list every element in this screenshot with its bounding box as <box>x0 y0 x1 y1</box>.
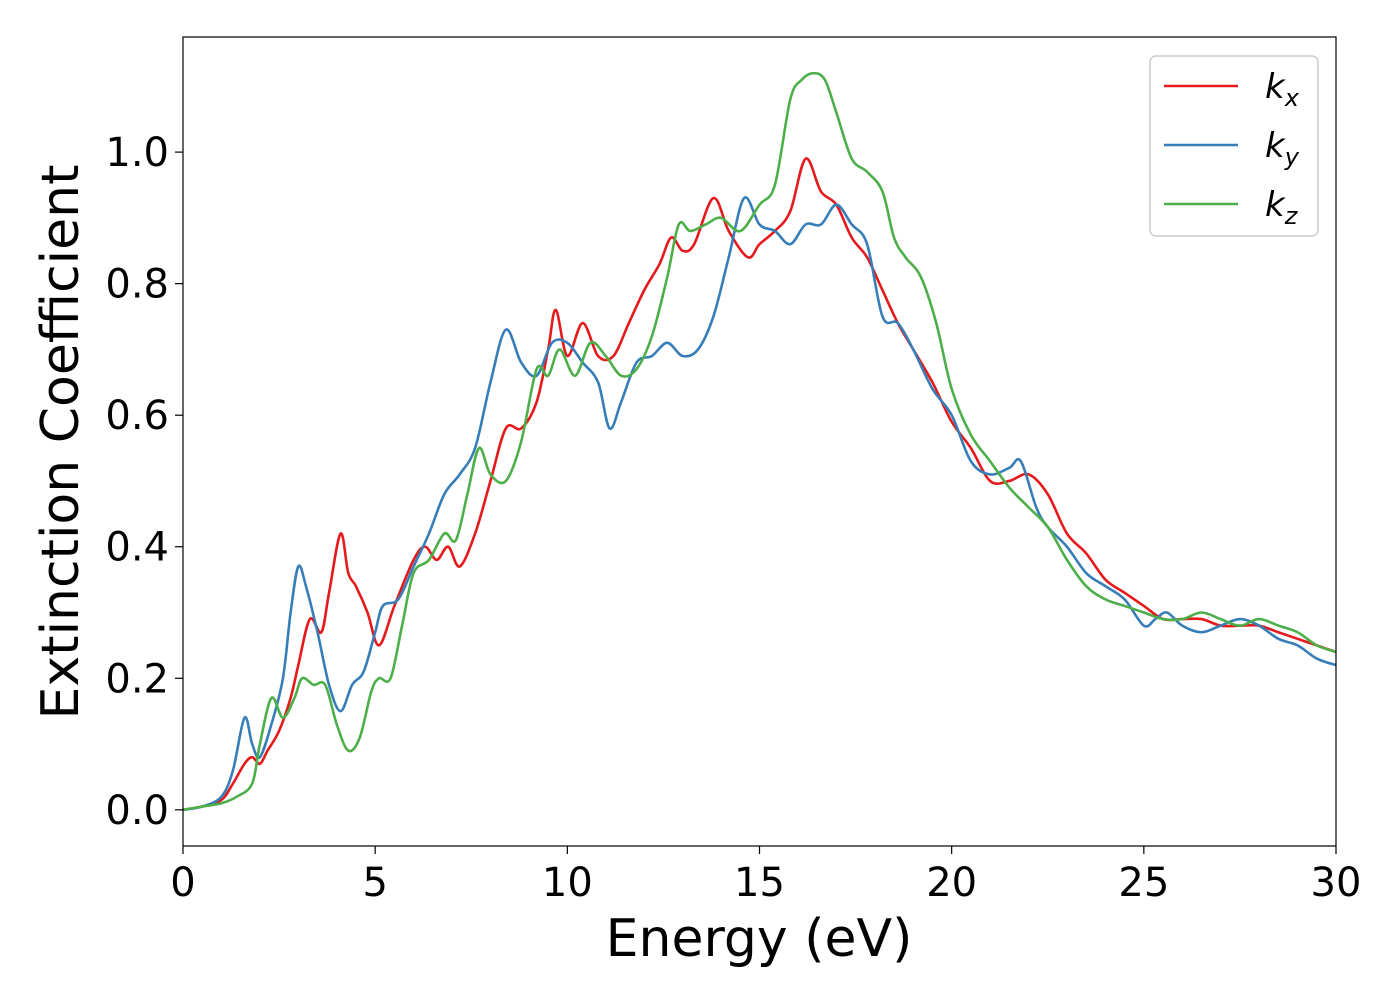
series-layer <box>182 71 1337 812</box>
x-tick-label: 30 <box>1311 860 1362 906</box>
x-tick-label: 10 <box>542 860 593 906</box>
x-tick-label: 20 <box>926 860 977 906</box>
x-tick-label: 15 <box>734 860 785 906</box>
x-axis-title: Energy (eV) <box>606 909 913 969</box>
y-axis-ticks: 0.0 0.2 0.4 0.6 0.8 1.0 <box>105 130 183 834</box>
y-tick-label: 0.6 <box>105 393 169 439</box>
series-line-z <box>182 71 1337 812</box>
x-axis-ticks: 0 5 10 15 20 25 30 <box>170 846 1361 906</box>
x-tick-label: 0 <box>170 860 195 906</box>
x-tick-label: 5 <box>362 860 387 906</box>
y-axis-title: Extinction Coefficient <box>31 165 91 720</box>
series-line-y <box>182 196 1337 812</box>
y-tick-label: 0.4 <box>105 525 169 571</box>
y-tick-label: 0.2 <box>105 656 169 702</box>
y-tick-label: 0.8 <box>105 262 169 308</box>
x-tick-label: 25 <box>1118 860 1169 906</box>
y-tick-label: 0.0 <box>105 788 169 834</box>
y-tick-label: 1.0 <box>105 130 169 176</box>
series-line-x <box>182 157 1337 812</box>
